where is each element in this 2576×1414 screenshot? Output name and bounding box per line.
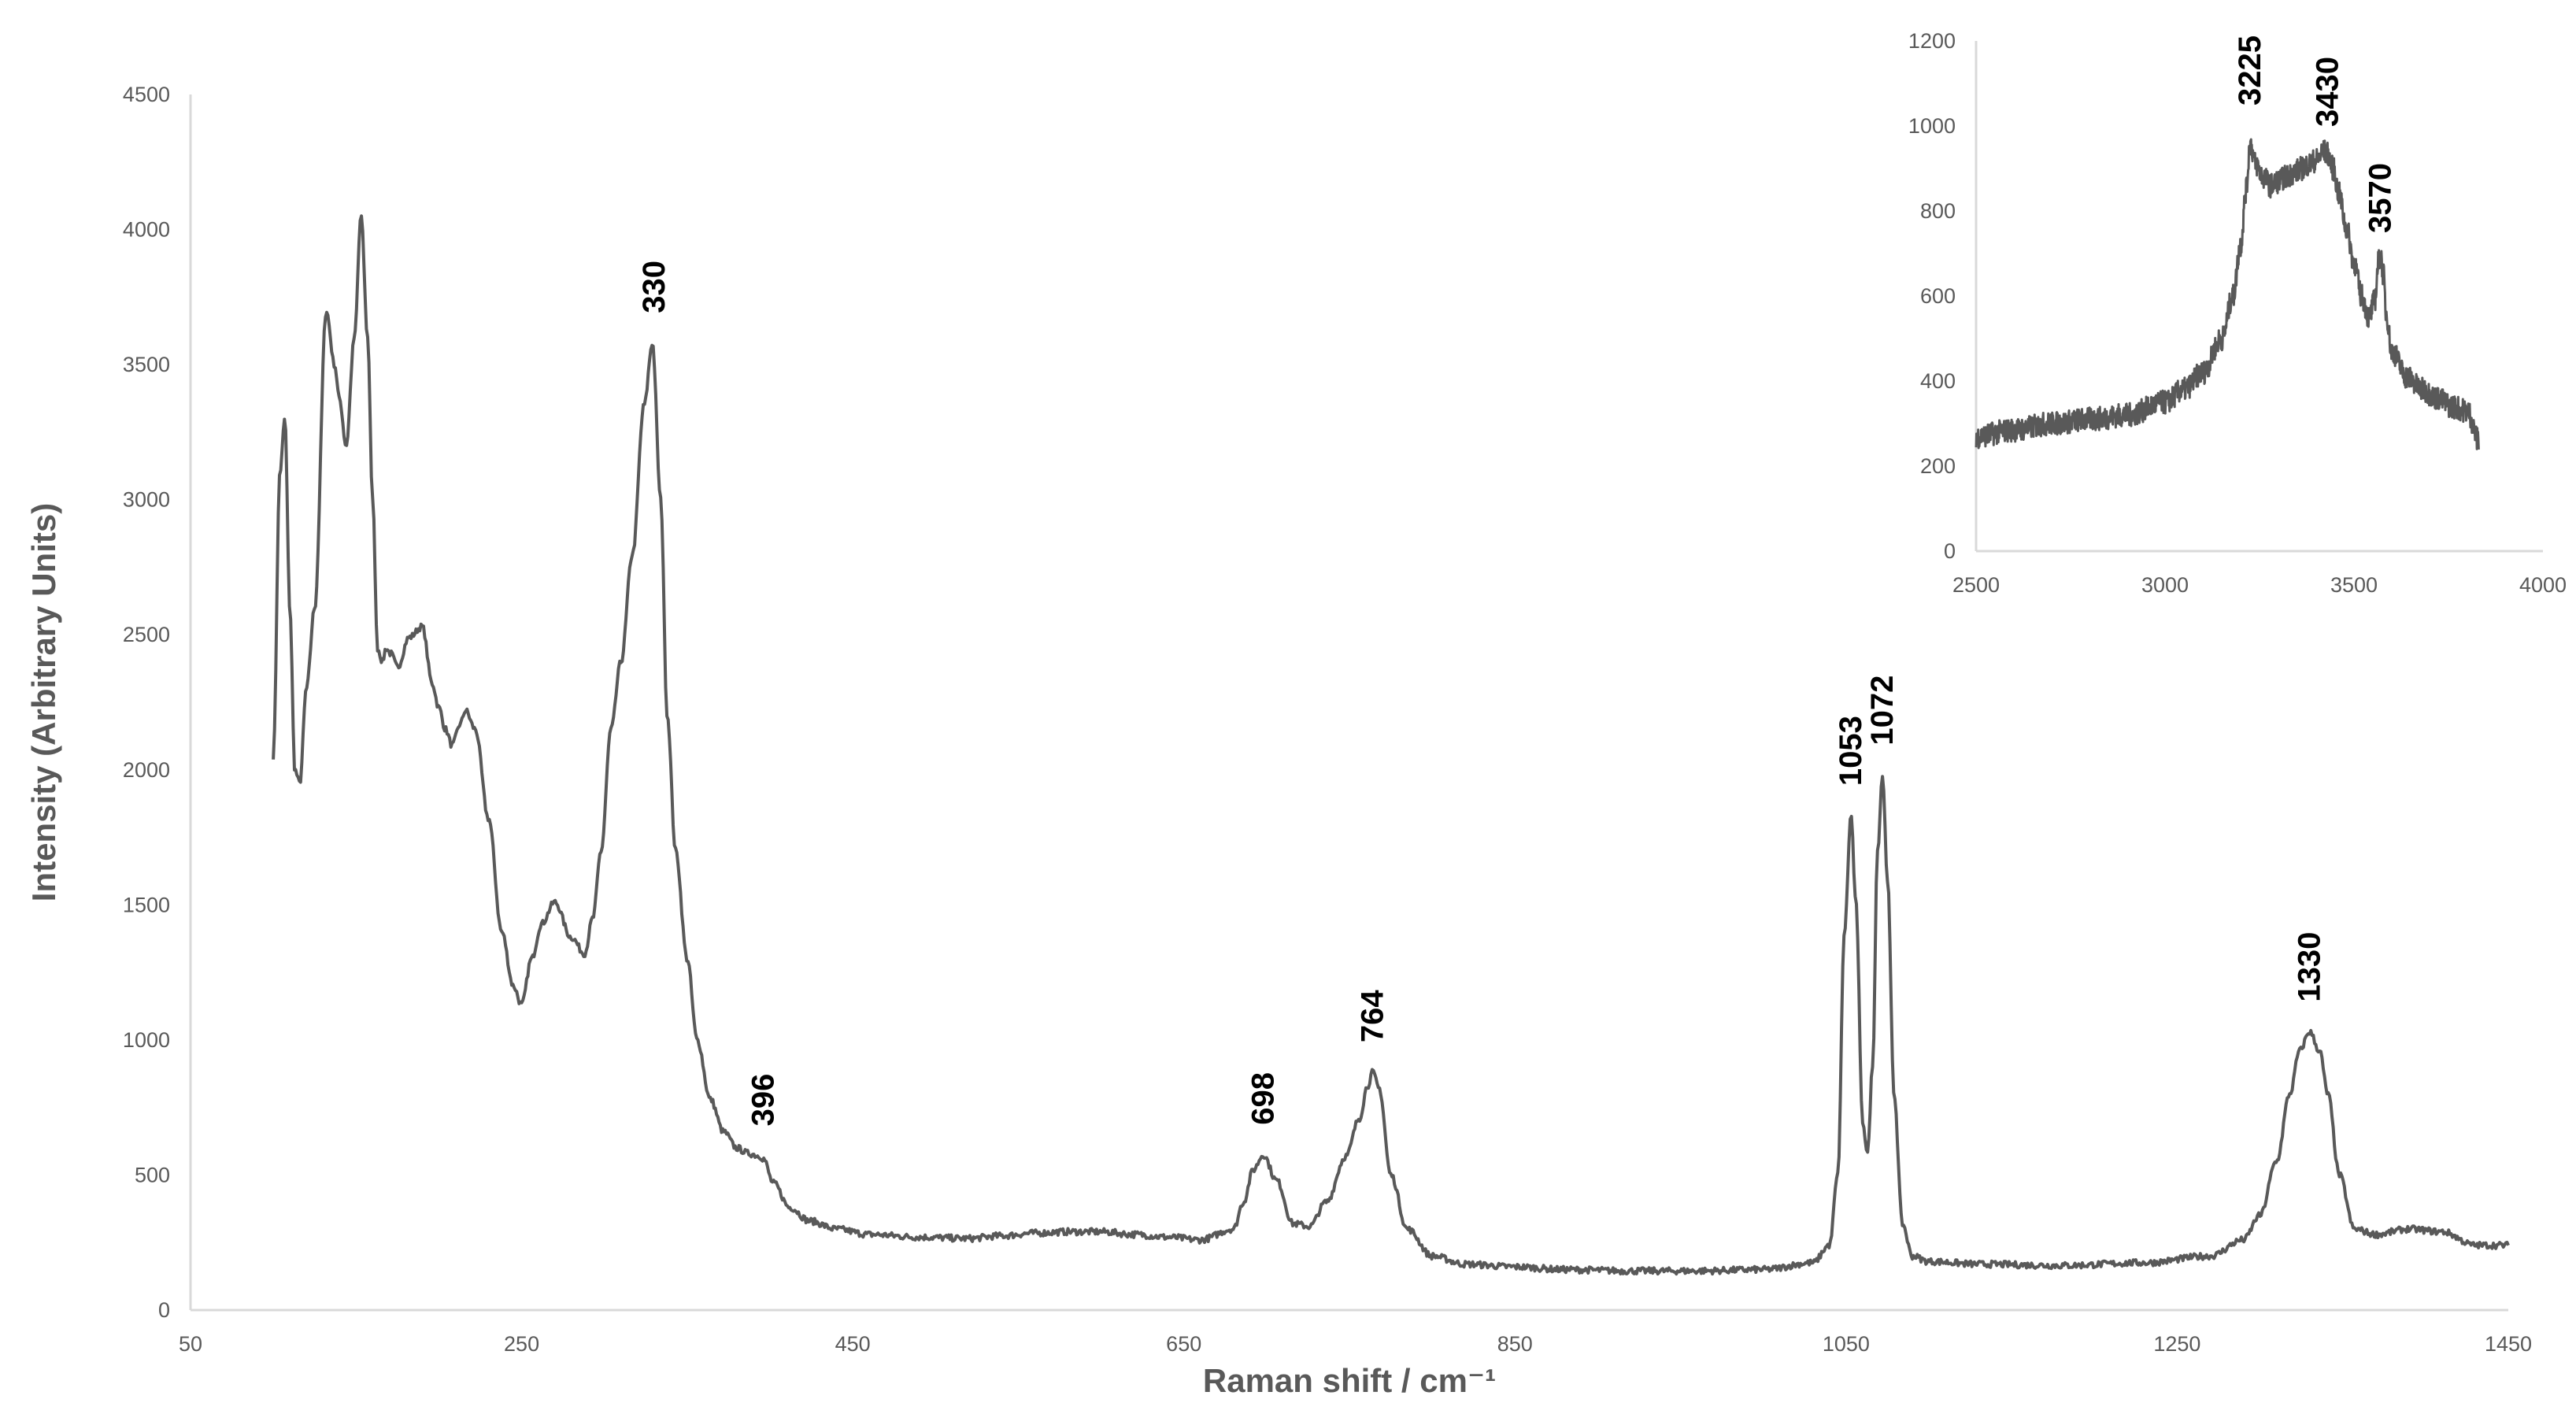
main-x-tick-label: 50 [179,1332,202,1356]
y-axis-title: Intensity (Arbitrary Units) [25,503,62,901]
inset-x-tick-label: 3500 [2330,573,2378,597]
main-x-tick-label: 450 [835,1332,871,1356]
main-x-tick-label: 650 [1166,1332,1201,1356]
main-x-tick-label: 1050 [1823,1332,1870,1356]
inset-peak-labels: 3225 3430 3570 [2233,35,2398,233]
peak-label: 1330 [2293,932,2327,1002]
peak-label: 698 [1246,1072,1281,1125]
inset-y-tick-label: 1000 [1908,114,1956,138]
main-y-tick-label: 2500 [123,623,170,646]
x-axis-title: Raman shift / cm⁻¹ [1203,1362,1496,1399]
main-y-tick-label: 4000 [123,218,170,242]
main-y-tick-labels: 0 500 1000 1500 2000 2500 3000 3500 4000 4500 [123,83,170,1322]
peak-label: 764 [1355,990,1390,1042]
inset-y-tick-labels: 0 200 400 600 800 1000 1200 [1908,29,1956,563]
inset-x-tick-label: 3000 [2141,573,2189,597]
inset-y-tick-label: 400 [1920,369,1956,393]
inset-plot: 0 200 400 600 800 1000 1200 2500 3000 3500 4000 3… [1908,29,2567,597]
peak-label: 3225 [2233,35,2267,105]
main-y-tick-label: 2000 [123,758,170,782]
main-y-tick-label: 3000 [123,488,170,512]
peak-label: 330 [637,261,672,313]
main-spectrum-line [272,214,2510,1276]
inset-x-tick-label: 2500 [1952,573,2000,597]
main-x-tick-label: 1250 [2153,1332,2200,1356]
inset-y-tick-label: 800 [1920,199,1956,223]
peak-label: 1072 [1865,676,1900,746]
inset-y-tick-label: 1200 [1908,29,1956,53]
main-x-tick-label: 1450 [2485,1332,2532,1356]
main-y-tick-label: 500 [135,1163,170,1186]
inset-spectrum-line [1975,138,2480,450]
main-y-tick-label: 4500 [123,83,170,106]
inset-y-tick-label: 600 [1920,284,1956,308]
inset-x-tick-labels: 2500 3000 3500 4000 [1952,573,2567,597]
main-y-tick-label: 1000 [123,1028,170,1052]
main-x-tick-label: 850 [1497,1332,1533,1356]
main-x-tick-labels: 50 250 450 650 850 1050 1250 1450 [179,1332,2532,1356]
peak-label: 3430 [2310,57,2345,127]
peak-label: 3570 [2363,163,2398,233]
main-x-tick-label: 250 [504,1332,539,1356]
peak-label: 1053 [1834,716,1868,786]
inset-x-tick-label: 4000 [2519,573,2567,597]
main-y-tick-label: 3500 [123,353,170,376]
peak-label: 396 [746,1074,781,1127]
inset-y-tick-label: 200 [1920,454,1956,478]
inset-y-tick-label: 0 [1944,539,1956,563]
main-y-tick-label: 0 [158,1298,170,1322]
main-y-tick-label: 1500 [123,893,170,916]
